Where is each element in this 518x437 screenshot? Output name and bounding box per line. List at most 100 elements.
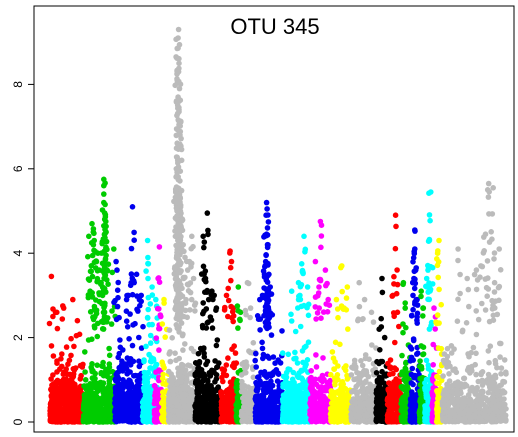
peak-point: [174, 253, 180, 260]
data-point: [83, 385, 89, 392]
data-point: [294, 360, 301, 366]
peak-point: [105, 281, 111, 288]
data-point: [106, 383, 113, 390]
peak-point: [149, 284, 155, 290]
peak-point: [138, 292, 144, 299]
peak-point: [115, 279, 121, 286]
data-point: [82, 369, 88, 375]
data-point: [257, 327, 263, 333]
data-point: [129, 342, 136, 349]
peak-point: [99, 326, 106, 332]
data-point: [256, 374, 262, 380]
peak-point: [96, 298, 103, 305]
peak-point: [260, 268, 267, 274]
peak-point: [201, 244, 207, 251]
peak-point: [109, 308, 115, 314]
data-point: [106, 364, 113, 371]
data-point: [169, 335, 175, 341]
data-point: [119, 397, 125, 403]
data-point: [216, 360, 222, 366]
peak-point: [245, 280, 252, 287]
data-point: [115, 382, 122, 388]
data-point: [120, 347, 126, 353]
data-point: [227, 411, 233, 418]
peak-point: [204, 210, 211, 216]
data-point: [303, 361, 309, 368]
data-point: [48, 376, 54, 382]
peak-point: [48, 273, 55, 280]
data-point: [196, 386, 203, 393]
data-point: [178, 373, 184, 380]
data-point: [194, 396, 200, 402]
data-point: [94, 333, 101, 340]
data-point: [291, 382, 298, 389]
peak-point: [175, 127, 181, 133]
data-point: [260, 355, 266, 362]
data-point: [313, 352, 319, 358]
data-point: [234, 395, 241, 402]
data-point: [179, 332, 186, 339]
data-point: [175, 365, 181, 372]
data-point: [53, 385, 59, 391]
peak-point: [207, 314, 214, 320]
data-point: [100, 363, 106, 370]
peak-point: [176, 98, 182, 104]
data-point: [57, 385, 64, 392]
peak-point: [172, 282, 179, 289]
data-point: [73, 418, 79, 424]
data-point: [260, 387, 267, 393]
data-point: [218, 399, 225, 405]
peak-point: [85, 253, 91, 260]
peak-point: [144, 315, 151, 321]
data-point: [270, 354, 277, 360]
data-point: [113, 371, 119, 378]
data-point: [60, 376, 67, 383]
peak-point: [114, 303, 121, 310]
data-point: [300, 416, 306, 422]
peak-point: [158, 313, 164, 320]
data-point: [169, 386, 175, 393]
peak-point: [200, 324, 206, 331]
data-point: [275, 357, 282, 363]
data-point: [255, 385, 261, 392]
data-point: [128, 382, 135, 389]
data-point: [135, 380, 142, 387]
peak-point: [90, 229, 97, 235]
peak-point: [222, 304, 228, 311]
data-point: [63, 366, 69, 372]
data-point: [209, 405, 216, 411]
peak-point: [192, 300, 199, 307]
peak-point: [90, 242, 97, 248]
data-point: [264, 415, 270, 421]
data-point: [103, 371, 109, 377]
data-point: [197, 411, 204, 418]
peak-point: [176, 60, 182, 67]
peak-point: [265, 272, 271, 279]
data-point: [113, 393, 119, 399]
data-point: [318, 377, 324, 384]
peak-point: [200, 233, 206, 240]
data-point: [296, 401, 303, 408]
peak-point: [269, 312, 276, 318]
data-point: [156, 347, 162, 353]
peak-point: [260, 294, 266, 301]
data-point: [232, 350, 239, 356]
data-point: [184, 376, 190, 383]
data-point: [253, 403, 260, 410]
data-point: [76, 331, 83, 338]
data-point: [264, 374, 270, 381]
data-point: [162, 334, 168, 340]
peak-point: [87, 268, 94, 275]
peak-point: [184, 314, 190, 321]
peak-point: [138, 298, 144, 305]
data-point: [160, 410, 166, 417]
peak-point: [176, 142, 183, 149]
peak-point: [182, 274, 188, 281]
peak-point: [201, 239, 208, 245]
data-point: [225, 355, 231, 361]
data-point: [181, 400, 187, 406]
peak-point: [85, 294, 92, 301]
peak-point: [298, 261, 305, 267]
peak-point: [190, 275, 197, 282]
